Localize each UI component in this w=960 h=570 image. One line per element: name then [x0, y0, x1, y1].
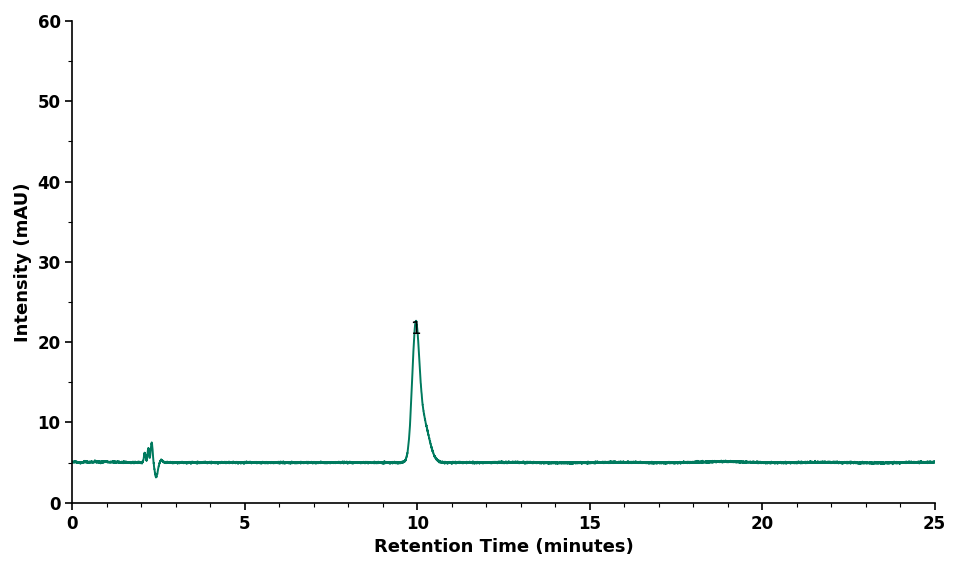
X-axis label: Retention Time (minutes): Retention Time (minutes): [373, 538, 634, 556]
Y-axis label: Intensity (mAU): Intensity (mAU): [13, 182, 32, 341]
Text: 1: 1: [410, 320, 420, 338]
